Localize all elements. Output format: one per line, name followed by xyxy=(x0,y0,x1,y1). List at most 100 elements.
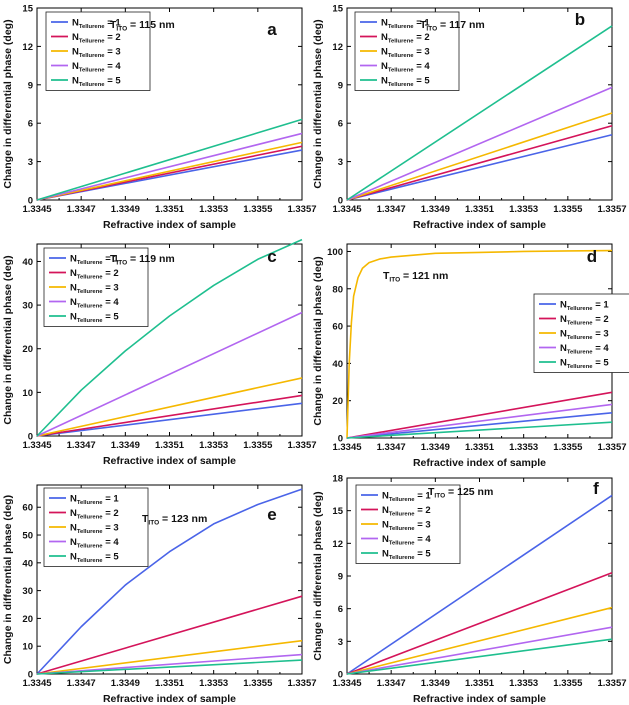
y-tick-label: 15 xyxy=(332,506,343,517)
x-tick-label: 1.3347 xyxy=(377,204,406,215)
x-tick-label: 1.3353 xyxy=(509,678,538,689)
legend-label: NTellurene = 1 xyxy=(72,18,121,31)
legend-label: NTellurene = 1 xyxy=(560,300,609,313)
y-axis-label: Change in differential phase (deg) xyxy=(2,19,14,188)
y-tick-label: 60 xyxy=(22,503,33,514)
y-tick-label: 20 xyxy=(22,614,33,625)
y-tick-label: 10 xyxy=(22,388,33,399)
x-tick-label: 1.3355 xyxy=(243,440,273,451)
y-tick-label: 0 xyxy=(28,670,33,681)
series-line-4 xyxy=(346,403,613,439)
panel-e: 1.3345 1.3347 1.3349 1.3351 1.3353 1.3355 1.33… xyxy=(2,484,317,705)
legend-label: NTellurene = 4 xyxy=(70,537,119,550)
x-tick-label: 1.3345 xyxy=(22,440,52,451)
legend-label: NTellurene = 2 xyxy=(382,505,431,518)
y-axis-label: Change in differential phase (deg) xyxy=(312,256,324,425)
y-tick-label: 6 xyxy=(338,604,343,615)
x-tick-label: 1.3349 xyxy=(421,678,450,689)
legend-label: NTellurene = 4 xyxy=(381,61,430,74)
y-tick-label: 100 xyxy=(327,247,343,258)
y-tick-label: 0 xyxy=(28,196,33,207)
series-line-5 xyxy=(36,118,303,201)
y-tick-label: 12 xyxy=(332,42,343,53)
series-line-2 xyxy=(36,595,303,675)
x-tick-label: 1.3349 xyxy=(421,204,450,215)
x-tick-label: 1.3355 xyxy=(553,204,583,215)
thickness-annotation: TITO = 115 nm xyxy=(110,19,175,33)
legend-label: NTellurene = 1 xyxy=(382,491,431,504)
x-tick-label: 1.3345 xyxy=(332,204,362,215)
y-axis-label: Change in differential phase (deg) xyxy=(2,255,14,424)
x-tick-label: 1.3351 xyxy=(155,678,185,689)
y-tick-label: 9 xyxy=(28,80,33,91)
series-line-4 xyxy=(346,86,613,201)
panel-letter: a xyxy=(267,20,277,39)
x-tick-label: 1.3347 xyxy=(377,442,406,453)
series-line-3 xyxy=(346,112,613,201)
x-tick-label: 1.3353 xyxy=(509,204,538,215)
x-tick-label: 1.3349 xyxy=(111,204,140,215)
thickness-annotation: TITO = 123 nm xyxy=(142,513,207,527)
x-tick-label: 1.3349 xyxy=(421,442,450,453)
series-line-4 xyxy=(36,653,303,675)
x-tick-label: 1.3355 xyxy=(553,678,583,689)
legend-label: NTellurene = 5 xyxy=(560,358,609,371)
panel-b: 1.3345 1.3347 1.3349 1.3351 1.3353 1.3355 1.33… xyxy=(312,4,627,232)
x-tick-label: 1.3347 xyxy=(67,678,96,689)
y-axis-label: Change in differential phase (deg) xyxy=(312,19,324,188)
series-line-4 xyxy=(36,311,303,437)
legend-label: NTellurene = 4 xyxy=(560,343,609,356)
series-line-2 xyxy=(346,571,613,675)
legend-label: NTellurene = 3 xyxy=(70,283,119,296)
y-tick-label: 9 xyxy=(338,572,343,583)
x-tick-label: 1.3357 xyxy=(597,442,626,453)
x-axis-label: Refractive index of sample xyxy=(103,693,236,705)
y-tick-label: 12 xyxy=(332,539,343,550)
x-tick-label: 1.3345 xyxy=(332,678,362,689)
legend-label: NTellurene = 5 xyxy=(381,76,430,89)
x-tick-label: 1.3357 xyxy=(287,678,316,689)
y-tick-label: 18 xyxy=(332,474,343,485)
x-tick-label: 1.3347 xyxy=(67,440,96,451)
x-tick-label: 1.3345 xyxy=(22,678,52,689)
x-tick-label: 1.3345 xyxy=(22,204,52,215)
series-line-5 xyxy=(346,638,613,675)
x-tick-label: 1.3347 xyxy=(67,204,96,215)
legend-label: NTellurene = 4 xyxy=(72,61,121,74)
x-tick-label: 1.3351 xyxy=(465,442,495,453)
x-axis-label: Refractive index of sample xyxy=(413,219,546,231)
y-tick-label: 50 xyxy=(22,531,33,542)
panel-a: 1.3345 1.3347 1.3349 1.3351 1.3353 1.3355 1.33… xyxy=(2,4,317,232)
series-line-4 xyxy=(36,132,303,201)
panel-letter: d xyxy=(587,247,597,266)
series-line-3 xyxy=(36,141,303,201)
panel-c: 1.3345 1.3347 1.3349 1.3351 1.3353 1.3355 1.33… xyxy=(2,238,317,467)
x-axis-label: Refractive index of sample xyxy=(413,457,546,469)
x-tick-label: 1.3355 xyxy=(243,204,273,215)
legend-label: NTellurene = 2 xyxy=(70,268,119,281)
series-line-1 xyxy=(36,402,303,437)
x-tick-label: 1.3353 xyxy=(199,204,228,215)
x-tick-label: 1.3349 xyxy=(111,678,140,689)
legend-label: NTellurene = 2 xyxy=(381,32,430,45)
y-tick-label: 30 xyxy=(22,586,33,597)
y-axis-label: Change in differential phase (deg) xyxy=(312,491,324,660)
series-line-1 xyxy=(346,494,613,675)
y-tick-label: 15 xyxy=(22,4,33,15)
x-tick-label: 1.3347 xyxy=(377,678,406,689)
panel-d: 1.3345 1.3347 1.3349 1.3351 1.3353 1.3355 1.33… xyxy=(312,243,629,469)
x-tick-label: 1.3351 xyxy=(155,440,185,451)
legend-label: NTellurene = 4 xyxy=(70,297,119,310)
y-tick-label: 3 xyxy=(338,157,343,168)
x-axis-label: Refractive index of sample xyxy=(103,455,236,467)
panel-letter: b xyxy=(575,10,585,29)
x-tick-label: 1.3353 xyxy=(199,678,228,689)
y-tick-label: 0 xyxy=(338,670,343,681)
x-tick-label: 1.3353 xyxy=(509,442,538,453)
y-tick-label: 0 xyxy=(338,434,343,445)
